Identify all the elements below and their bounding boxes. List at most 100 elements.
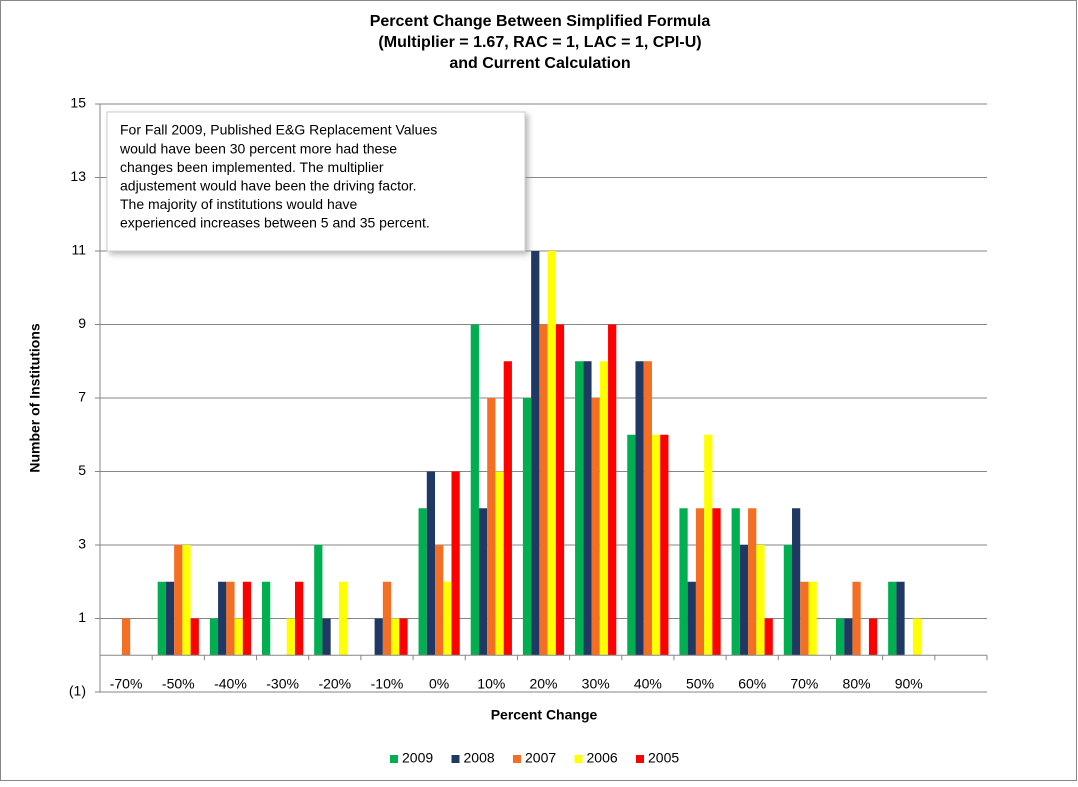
x-axis-label: Percent Change xyxy=(491,707,598,723)
x-tick-label: -50% xyxy=(162,676,195,692)
bar xyxy=(435,545,444,656)
annotation-line: would have been 30 percent more had thes… xyxy=(119,140,397,156)
bar xyxy=(764,618,773,656)
bar xyxy=(800,581,809,656)
legend-label: 2006 xyxy=(587,750,618,766)
bar xyxy=(835,618,845,656)
bar xyxy=(338,581,348,656)
legend-swatch xyxy=(574,755,583,763)
legend-swatch xyxy=(451,755,460,763)
bar xyxy=(443,581,452,656)
bar xyxy=(695,508,705,656)
bar xyxy=(731,508,740,656)
bar xyxy=(418,508,427,656)
chart-title: (Multiplier = 1.67, RAC = 1, LAC = 1, CP… xyxy=(378,34,701,51)
legend-swatch xyxy=(636,755,644,763)
bar xyxy=(234,618,243,656)
bar xyxy=(503,361,512,656)
x-tick-label: 40% xyxy=(634,676,662,692)
bar xyxy=(748,508,757,656)
x-tick-label: -30% xyxy=(266,676,299,692)
bar xyxy=(322,618,331,656)
bar xyxy=(495,471,504,656)
y-tick-label: 7 xyxy=(78,389,86,405)
bar xyxy=(739,545,749,656)
bar xyxy=(286,618,295,656)
annotation-line: adjustement would have been the driving … xyxy=(120,178,417,194)
bar xyxy=(888,581,897,656)
bar xyxy=(583,361,592,656)
annotation-line: changes been implemented. The multiplier xyxy=(120,159,384,175)
x-tick-label: 10% xyxy=(477,676,505,692)
annotation: For Fall 2009, Published E&G Replacement… xyxy=(119,122,437,231)
bar xyxy=(608,324,617,656)
bar xyxy=(792,508,801,656)
y-tick-label: (1) xyxy=(69,683,86,699)
bar xyxy=(896,581,905,656)
bar xyxy=(756,545,765,656)
bar xyxy=(209,618,219,656)
bar xyxy=(218,581,227,656)
bar xyxy=(174,545,183,656)
bar xyxy=(426,471,436,656)
bar xyxy=(165,581,175,656)
legend: 2009 2008 2007 2006 2005 xyxy=(390,750,679,766)
bar xyxy=(182,545,191,656)
y-tick-label: 9 xyxy=(78,315,86,331)
bar xyxy=(679,508,688,656)
y-tick-label: 15 xyxy=(70,95,86,111)
bar xyxy=(599,361,609,656)
y-tick-label: 3 xyxy=(78,536,86,552)
bar xyxy=(522,398,532,656)
annotation-line: For Fall 2009, Published E&G Replacement… xyxy=(120,122,437,138)
bar xyxy=(157,581,166,656)
y-axis-label: Number of Institutions xyxy=(27,323,43,473)
bar xyxy=(660,434,669,656)
bar xyxy=(451,471,460,656)
bar xyxy=(575,361,584,656)
bar xyxy=(399,618,408,656)
bar xyxy=(844,618,853,656)
bar xyxy=(242,581,252,656)
bar xyxy=(912,618,922,656)
x-tick-label: 20% xyxy=(529,676,557,692)
bar xyxy=(226,581,235,656)
bar xyxy=(808,581,817,656)
bar xyxy=(555,324,565,656)
bar xyxy=(704,434,713,656)
x-tick-label: -20% xyxy=(318,676,351,692)
bar xyxy=(470,324,479,656)
bar xyxy=(262,581,271,656)
legend-label: 2008 xyxy=(464,750,495,766)
bar xyxy=(190,618,199,656)
chart-title: and Current Calculation xyxy=(449,55,630,72)
bar xyxy=(531,251,540,656)
y-tick-label: 11 xyxy=(71,242,86,258)
legend-swatch xyxy=(513,755,521,763)
x-tick-label: 80% xyxy=(843,676,871,692)
bar xyxy=(487,398,496,656)
x-tick-label: -10% xyxy=(371,676,404,692)
x-tick-label: 90% xyxy=(895,676,923,692)
bar xyxy=(627,434,636,656)
annotation-line: The majority of institutions would have xyxy=(120,196,358,212)
bar xyxy=(651,434,661,656)
bar xyxy=(382,581,392,656)
bar xyxy=(314,545,323,656)
bar xyxy=(852,581,861,656)
x-tick-label: -40% xyxy=(214,676,247,692)
bar xyxy=(121,618,131,656)
legend-swatch xyxy=(390,755,398,763)
bar xyxy=(868,618,878,656)
bar xyxy=(591,398,600,656)
legend-label: 2005 xyxy=(648,750,679,766)
legend-label: 2009 xyxy=(402,750,433,766)
bars xyxy=(121,251,922,656)
bar xyxy=(547,251,556,656)
bar xyxy=(712,508,721,656)
y-tick-label: 13 xyxy=(70,168,86,184)
y-tick-label: 5 xyxy=(78,462,86,478)
x-tick-label: 70% xyxy=(790,676,818,692)
